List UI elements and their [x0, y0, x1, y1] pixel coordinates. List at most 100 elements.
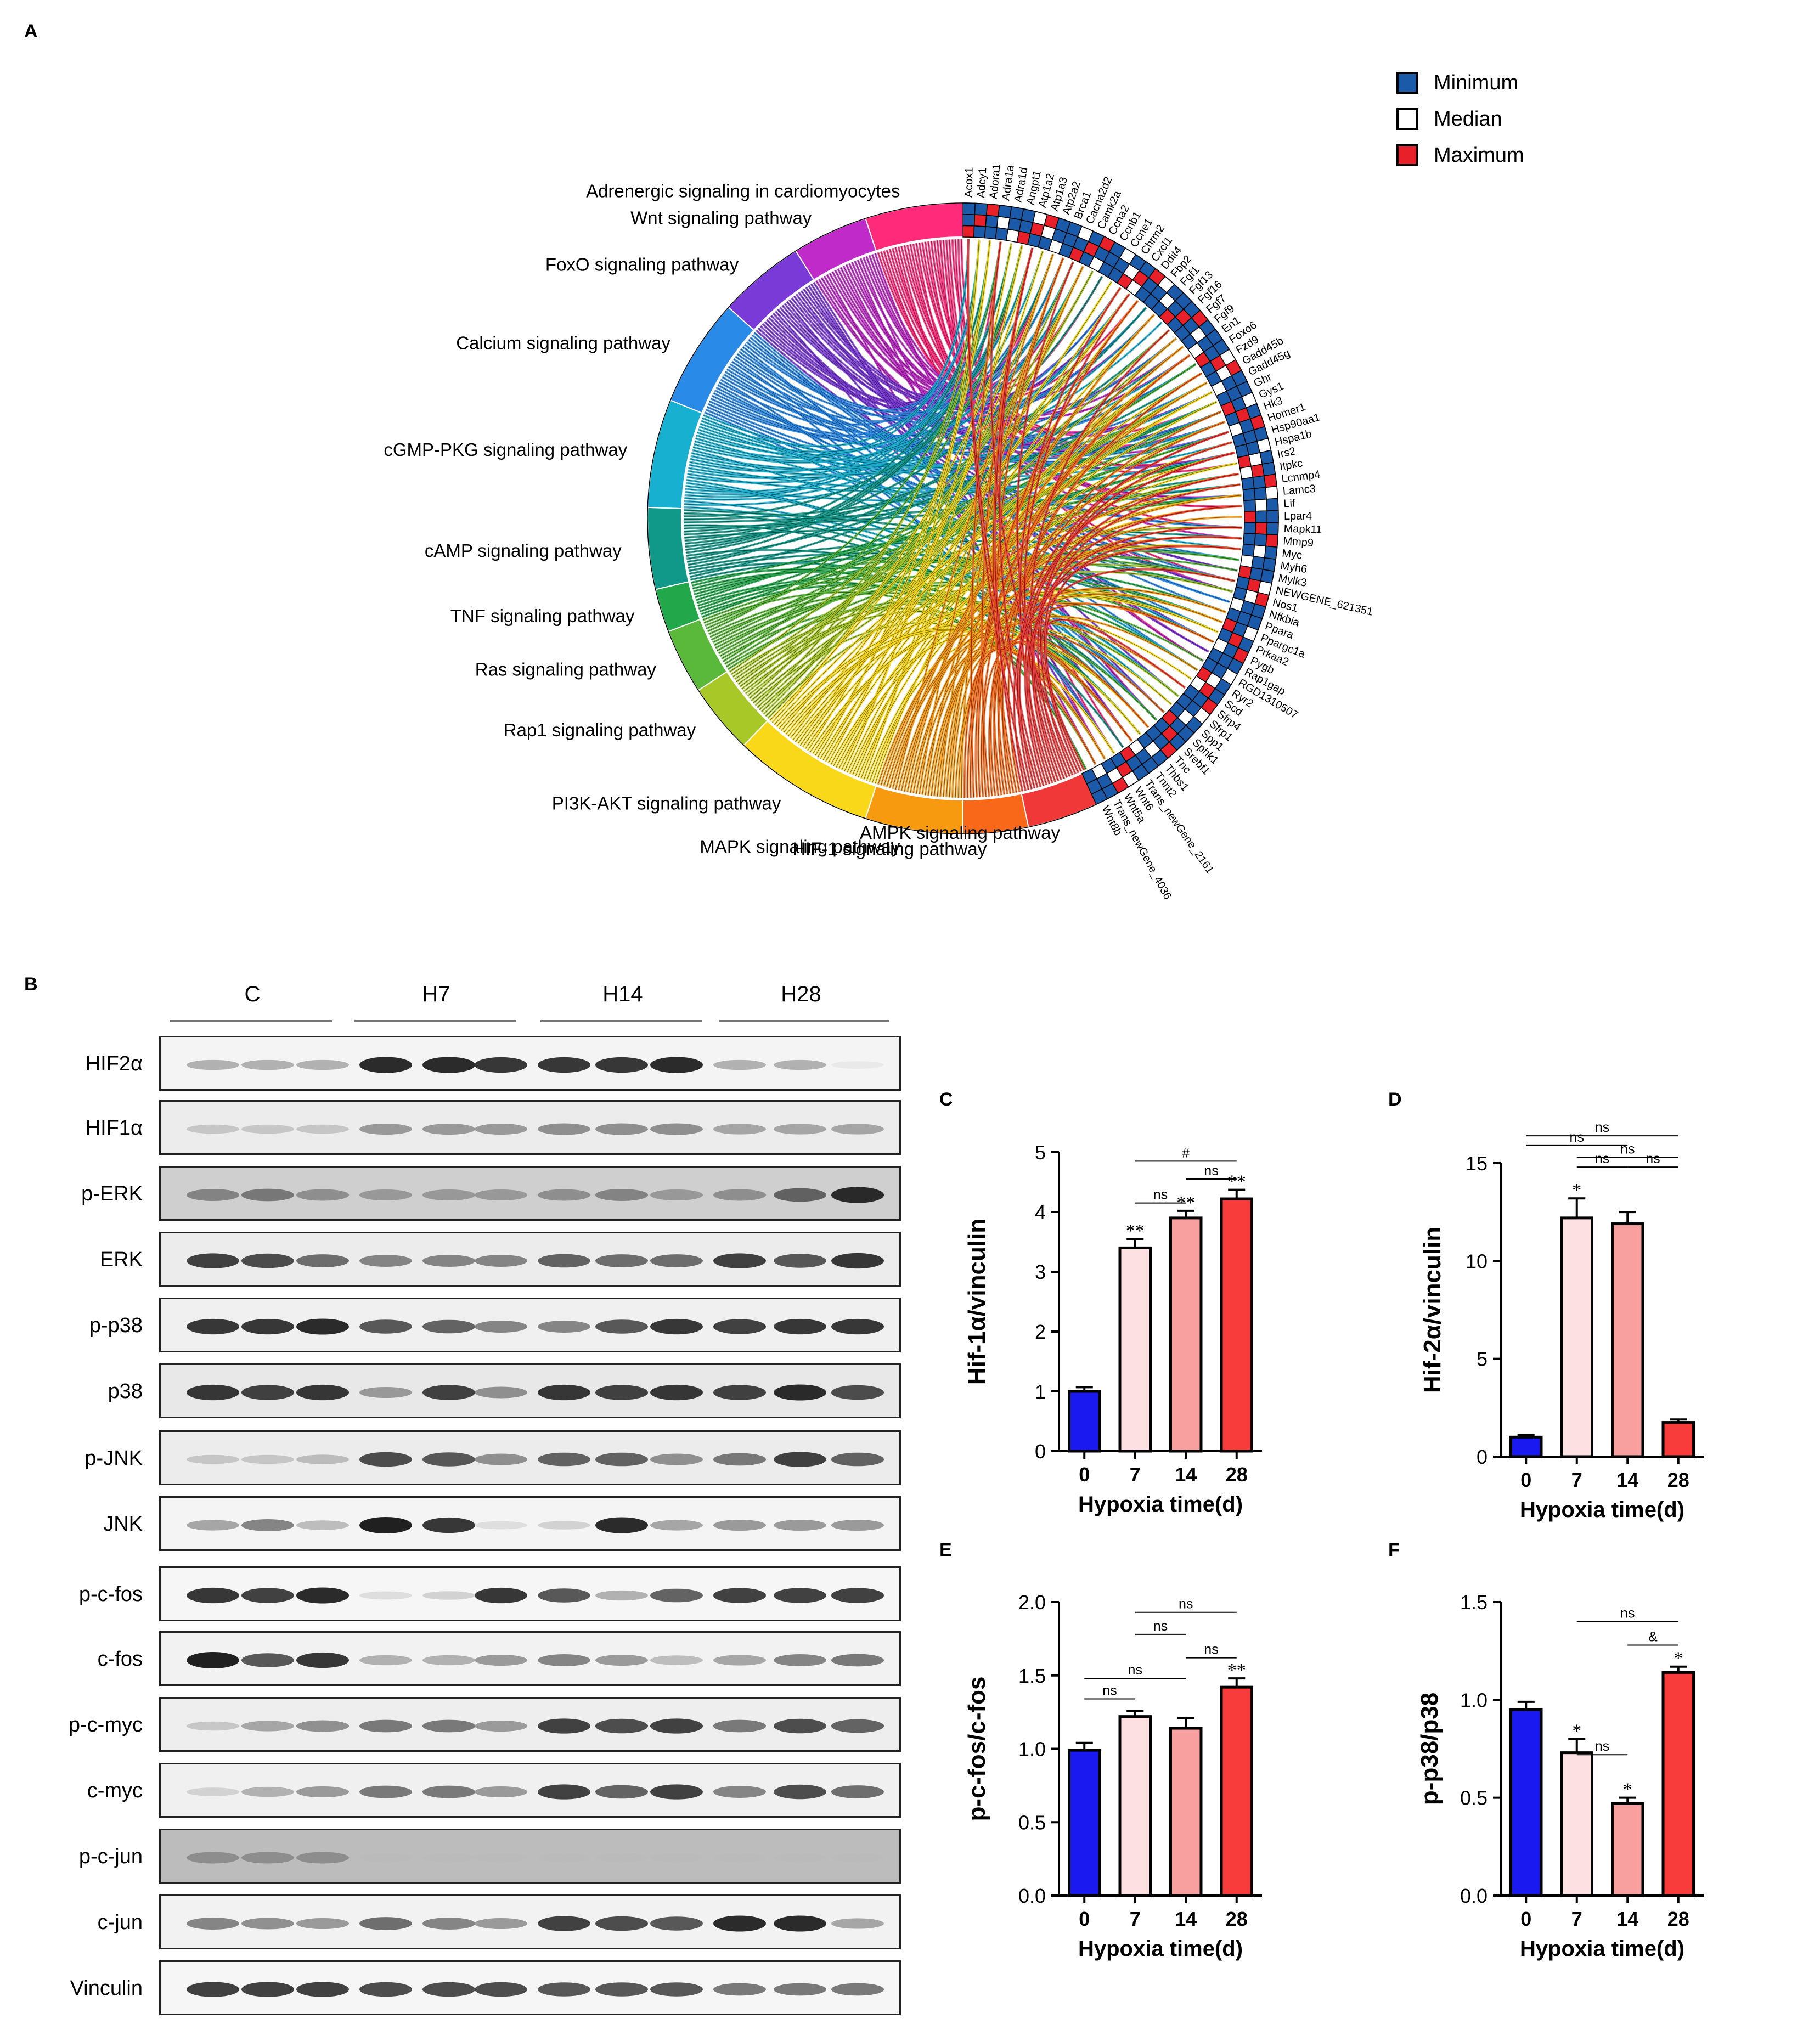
- bar: [1220, 1685, 1253, 1897]
- legend-label: Maximum: [1434, 143, 1524, 167]
- blot-band: [774, 1124, 826, 1135]
- pathway-label: FoxO signaling pathway: [545, 255, 739, 275]
- blot-band: [475, 1654, 527, 1666]
- legend-item-minimum: Minimum: [1396, 65, 1524, 101]
- x-tick-label: 28: [1226, 1463, 1248, 1486]
- blot-band: [187, 1189, 239, 1201]
- blot-band: [831, 1654, 884, 1667]
- comparison-label: ns: [1646, 1151, 1660, 1166]
- y-tick-label: 0.5: [1018, 1811, 1046, 1834]
- blot-strip: [159, 1697, 901, 1752]
- blot-band: [475, 1982, 527, 1997]
- bar: [1661, 1671, 1695, 1897]
- blot-band: [595, 1590, 648, 1601]
- pathway-label: Rap1 signaling pathway: [504, 720, 696, 740]
- blot-bands: [187, 1784, 884, 1800]
- blot-band: [187, 1059, 239, 1070]
- pathway-label: TNF signaling pathway: [450, 606, 635, 626]
- chord-link-outline: [715, 581, 1214, 649]
- blot-band: [774, 1059, 826, 1070]
- y-tick-label: 1.5: [1460, 1591, 1487, 1614]
- gene-cell: [1250, 464, 1265, 478]
- gene-cell: [1254, 533, 1267, 547]
- blot-band: [359, 1452, 412, 1467]
- y-tick-label: 0.0: [1018, 1885, 1046, 1907]
- bar: [1661, 1421, 1695, 1458]
- chord-link-outline: [1032, 506, 1242, 782]
- blot-band: [538, 1452, 590, 1467]
- chord-links: [683, 239, 1243, 798]
- blot-band: [422, 1853, 475, 1863]
- gene-cell: [973, 214, 987, 227]
- x-tick-label: 0: [1520, 1469, 1531, 1491]
- legend-item-maximum: Maximum: [1396, 137, 1524, 173]
- chord-link-outline: [1027, 569, 1236, 785]
- blot-band: [650, 1254, 703, 1267]
- blot-band: [296, 1720, 349, 1732]
- blot-band: [538, 1916, 590, 1931]
- blot-group-line: [540, 1020, 702, 1022]
- bar: [1560, 1216, 1593, 1458]
- y-tick-label: 2: [1035, 1321, 1046, 1343]
- blot-bands: [187, 1652, 884, 1668]
- blot-group-line: [719, 1020, 889, 1022]
- x-tick-label: 7: [1130, 1908, 1141, 1930]
- y-tick-label: 1.5: [1018, 1665, 1046, 1687]
- blot-band: [774, 1784, 826, 1800]
- blot-band: [650, 1718, 703, 1734]
- pathway-label: Adrenergic signaling in cardiomyocytes: [586, 181, 900, 201]
- pathway-label: PI3K-AKT signaling pathway: [552, 793, 781, 814]
- blot-band: [595, 1517, 648, 1533]
- blot-protein-label: p-ERK: [81, 1182, 143, 1205]
- blot-band: [475, 1521, 527, 1530]
- comparison-label: ns: [1595, 1739, 1609, 1754]
- blot-group-h7: H7: [422, 982, 450, 1006]
- blot-bands: [187, 1982, 884, 1997]
- blot-band: [187, 1852, 239, 1864]
- y-axis-title: p-c-fos/c-fos: [963, 1677, 990, 1822]
- pathway-label: HIF-1 signaling pathway: [792, 839, 987, 859]
- gene-cell: [1266, 510, 1279, 523]
- comparison-label: ns: [1102, 1683, 1117, 1699]
- blot-band: [774, 1452, 826, 1467]
- blot-band: [422, 1655, 475, 1666]
- blot-band: [538, 1123, 590, 1135]
- gene-cell: [1262, 557, 1277, 572]
- blot-band: [774, 1318, 826, 1335]
- gene-cell: [1263, 473, 1277, 488]
- blot-protein-label: p-c-jun: [78, 1845, 143, 1868]
- blot-band: [713, 1588, 766, 1603]
- y-tick-label: 1: [1035, 1380, 1046, 1403]
- y-axis-title: p-p38/p38: [1416, 1693, 1443, 1805]
- blot-band: [831, 1318, 884, 1335]
- chord-link-outline: [749, 240, 990, 699]
- blot-strip: [159, 1430, 901, 1485]
- blot-band: [595, 1385, 648, 1400]
- gene-cell: [1243, 499, 1256, 512]
- y-tick-label: 5: [1035, 1141, 1046, 1164]
- chord-link-outline: [847, 346, 1184, 773]
- chord-link-outline: [983, 638, 1149, 797]
- gene-cell: [1252, 475, 1266, 489]
- blot-band: [650, 1588, 703, 1603]
- blot-band: [774, 1915, 826, 1932]
- blot-band: [359, 1255, 412, 1267]
- blot-band: [595, 1452, 648, 1467]
- blot-band: [595, 1123, 648, 1135]
- chord-link-outline: [967, 239, 1029, 790]
- blot-band: [831, 1061, 884, 1069]
- blot-band: [713, 1983, 766, 1996]
- comparison-label: ns: [1204, 1642, 1218, 1657]
- y-tick-label: 0: [1477, 1446, 1487, 1468]
- gene-cell: [985, 203, 1000, 217]
- blot-band: [422, 1189, 475, 1201]
- blot-band: [359, 1319, 412, 1334]
- blot-bands: [187, 1384, 884, 1401]
- y-tick-label: 15: [1466, 1152, 1487, 1175]
- blot-band: [187, 1787, 239, 1796]
- legend-label: Minimum: [1434, 71, 1519, 94]
- blot-band: [359, 1853, 412, 1863]
- blot-band: [422, 1517, 475, 1533]
- panel-label-f: F: [1388, 1540, 1400, 1560]
- blot-band: [774, 1384, 826, 1401]
